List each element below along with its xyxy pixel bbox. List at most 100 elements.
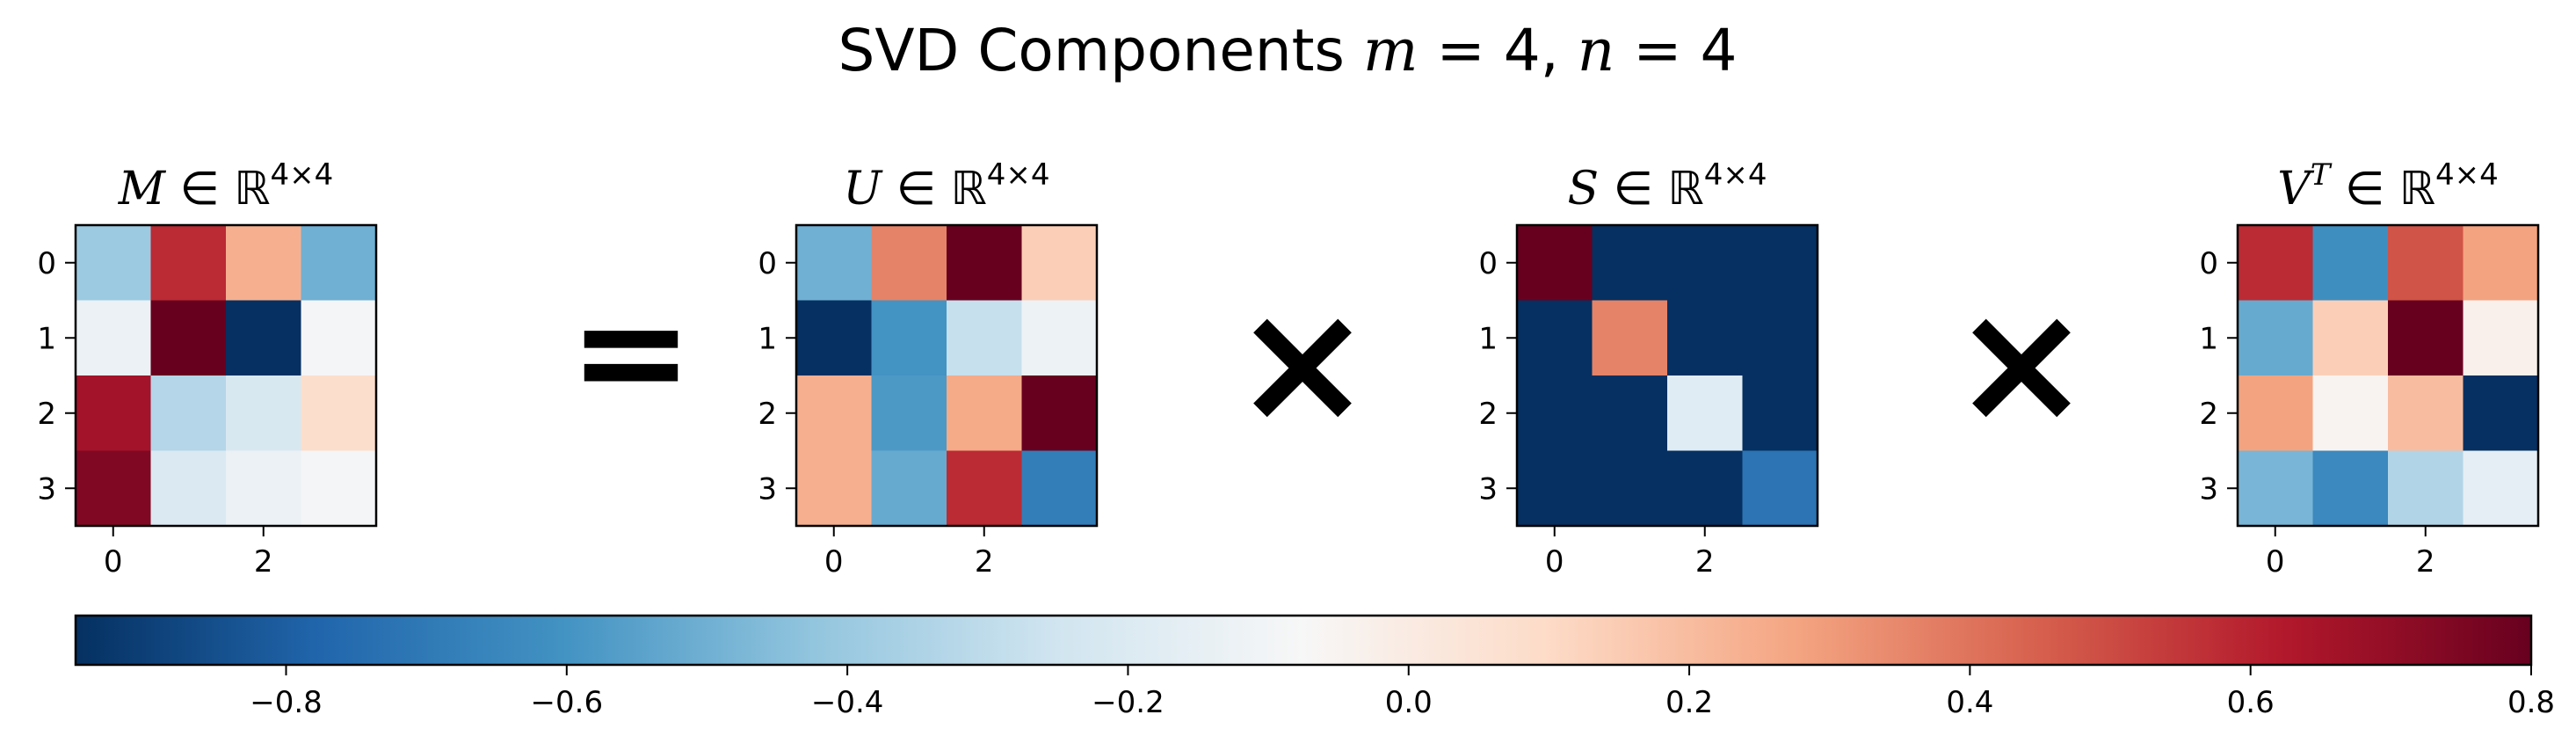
heatmap-cell <box>2463 376 2539 452</box>
heatmap-cell <box>2463 225 2539 302</box>
heatmap-cell <box>2388 376 2464 452</box>
heatmap-cell <box>150 300 227 376</box>
matrix-domain: ℝ <box>951 163 987 215</box>
matrix-vt: VT ∈ ℝ4×4 0 1 2 3 0 2 <box>2199 157 2540 580</box>
heatmap-cell <box>2312 450 2389 527</box>
colorbar-tick-label: −0.2 <box>1092 685 1165 720</box>
title-m-label: m <box>1363 17 1419 84</box>
x-tick-label: 0 <box>104 544 123 580</box>
title-n-label: n <box>1578 17 1615 84</box>
colorbar-gradient <box>76 616 2531 665</box>
matrix-frame <box>795 223 1099 528</box>
heatmap-cell <box>1021 225 1098 302</box>
heatmap-cell <box>796 450 873 527</box>
colorbar-frame <box>74 614 2533 667</box>
matrix-name: M <box>118 163 167 215</box>
heatmap-cell <box>2388 225 2464 302</box>
x-tick-label: 2 <box>254 544 273 580</box>
y-tick-label: 0 <box>1478 246 1498 281</box>
heatmap-cell <box>1517 225 1593 302</box>
matrix-dims: 4×4 <box>1704 157 1767 193</box>
matrix-element-of: ∈ <box>1599 163 1667 215</box>
title-equals-2: = <box>1615 17 1700 84</box>
heatmap-cell <box>1517 450 1593 527</box>
colorbar-tick-label: −0.6 <box>531 685 604 720</box>
y-tick-label: 3 <box>2199 471 2218 507</box>
heatmap-cell <box>301 300 377 376</box>
heatmap-cell <box>2238 450 2314 527</box>
heatmap-cell <box>150 376 227 452</box>
matrix-domain: ℝ <box>234 163 270 215</box>
matrix-s: S ∈ ℝ4×4 0 1 2 3 0 2 <box>1478 157 1819 580</box>
heatmap-cell <box>226 225 302 302</box>
y-tick-label: 1 <box>1478 321 1498 356</box>
heatmap-cell <box>1667 376 1744 452</box>
matrix-title: VT ∈ ℝ4×4 <box>2277 157 2499 215</box>
colorbar-tick-label: −0.4 <box>811 685 884 720</box>
matrix-m: M ∈ ℝ4×4 0 1 2 3 0 2 <box>37 157 378 580</box>
heatmap-cell <box>1667 450 1744 527</box>
heatmap-cell <box>226 450 302 527</box>
heatmap-cell <box>76 376 152 452</box>
y-tick-label: 1 <box>37 321 56 356</box>
title-separator: , <box>1541 17 1559 84</box>
heatmap-cell <box>796 300 873 376</box>
heatmap-cell <box>2312 300 2389 376</box>
y-tick-label: 0 <box>2199 246 2218 281</box>
operators-layer: = × × <box>569 265 2092 460</box>
heatmap-cell <box>1667 225 1744 302</box>
heatmap-cell <box>2238 376 2314 452</box>
matrix-dims: 4×4 <box>987 157 1050 193</box>
heatmap-cell <box>226 376 302 452</box>
matrix-element-of: ∈ <box>882 163 950 215</box>
y-tick-label: 2 <box>2199 397 2218 432</box>
heatmap-cell <box>1021 450 1098 527</box>
colorbar-tick-label: 0.0 <box>1385 685 1433 720</box>
matrix-dims: 4×4 <box>2435 157 2499 193</box>
colorbar-tick-label: 0.4 <box>1946 685 1993 720</box>
y-tick-label: 2 <box>37 397 56 432</box>
heatmap-cell <box>1517 376 1593 452</box>
heatmap-cell <box>150 450 227 527</box>
x-tick-label: 2 <box>2416 544 2435 580</box>
title-n-value: 4 <box>1701 17 1738 84</box>
title-prefix: SVD Components <box>838 17 1363 84</box>
matrix-name: S <box>1568 163 1600 215</box>
heatmap-cell <box>150 225 227 302</box>
y-tick-label: 2 <box>1478 397 1498 432</box>
heatmap-cell <box>1742 225 1818 302</box>
matrix-element-of: ∈ <box>165 163 234 215</box>
title-m-value: 4 <box>1504 17 1541 84</box>
matrix-domain: ℝ <box>2399 163 2435 215</box>
heatmap-cell <box>301 376 377 452</box>
heatmap-cell <box>1592 376 1668 452</box>
y-tick-label: 2 <box>758 397 777 432</box>
heatmap-cell <box>871 225 947 302</box>
matrix-domain: ℝ <box>1668 163 1704 215</box>
equals-operator: = <box>569 265 693 439</box>
y-tick-label: 3 <box>1478 471 1498 507</box>
x-tick-label: 2 <box>975 544 994 580</box>
y-tick-label: 0 <box>37 246 56 281</box>
heatmap-cell <box>76 300 152 376</box>
heatmap-cell <box>1742 376 1818 452</box>
heatmap-cell <box>1592 300 1668 376</box>
heatmap-cell <box>2388 450 2464 527</box>
heatmap-cell <box>871 450 947 527</box>
heatmap-cell <box>2312 225 2389 302</box>
heatmap-cell <box>1742 300 1818 376</box>
heatmap-cell <box>1742 450 1818 527</box>
heatmap-cell <box>796 376 873 452</box>
times-operator: × <box>1232 266 1372 460</box>
colorbar: −0.8 −0.6 −0.4 −0.2 0.0 0.2 0.4 0.6 0.8 <box>74 614 2555 720</box>
heatmap-cell <box>947 376 1023 452</box>
x-tick-label: 0 <box>2266 544 2285 580</box>
x-tick-label: 0 <box>824 544 844 580</box>
matrix-element-of: ∈ <box>2330 163 2398 215</box>
matrix-name: V <box>2277 163 2314 215</box>
heatmap-cell <box>947 300 1023 376</box>
heatmap-cell <box>1517 300 1593 376</box>
heatmap-cell <box>301 225 377 302</box>
